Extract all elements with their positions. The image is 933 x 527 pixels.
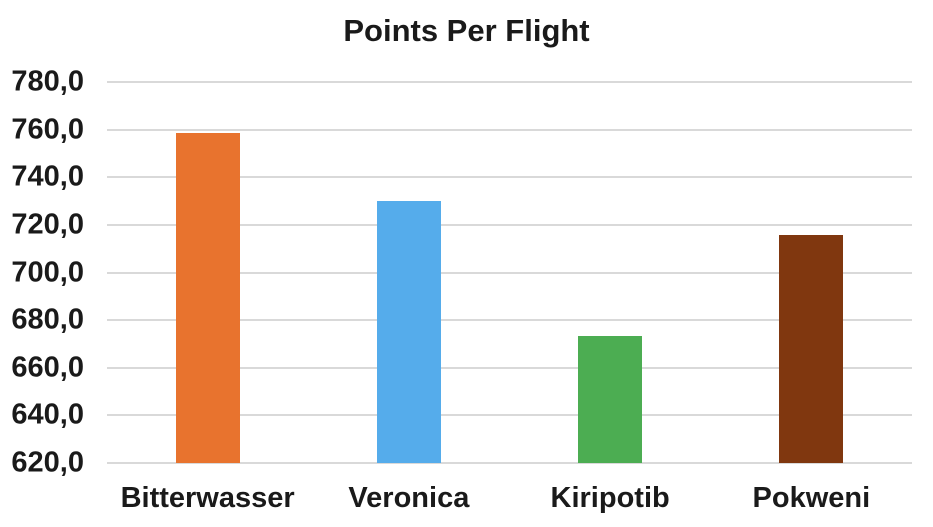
y-axis-tick-label: 720,0 [11,208,84,241]
bar-kiripotib [578,336,642,463]
gridline [107,319,912,322]
gridline [107,176,912,179]
plot-area [107,81,912,464]
y-axis-tick-label: 740,0 [11,160,84,193]
gridline [107,366,912,369]
x-axis-category-label: Kiripotib [550,482,670,514]
gridline [107,271,912,274]
y-axis-tick-label: 620,0 [11,446,84,479]
chart-title: Points Per Flight [343,13,590,48]
y-axis-tick-label: 680,0 [11,303,84,336]
gridline [107,81,912,83]
bar-pokweni [779,235,843,463]
bar-veronica [377,201,441,463]
y-axis-tick-label: 760,0 [11,113,84,146]
gridline [107,223,912,226]
y-axis-tick-label: 660,0 [11,351,84,384]
x-axis-category-label: Veronica [348,482,470,514]
gridline [107,462,912,464]
x-axis-category-label: Pokweni [752,482,871,514]
y-axis-tick-label: 780,0 [11,65,84,98]
x-axis-category-label: Bitterwasser [120,482,295,514]
bar-bitterwasser [176,133,240,463]
gridline [107,414,912,417]
y-axis-tick-label: 700,0 [11,256,84,288]
y-axis-tick-label: 640,0 [11,398,84,431]
gridline [107,128,912,131]
